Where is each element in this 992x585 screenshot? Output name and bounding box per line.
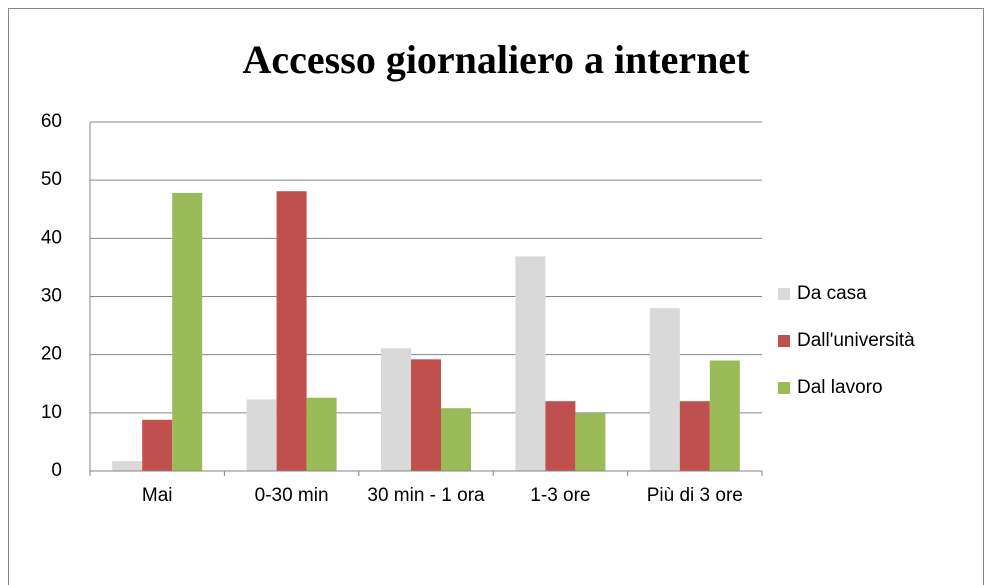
legend-swatch <box>778 335 790 347</box>
bar <box>381 348 411 471</box>
y-tick-label: 50 <box>41 169 62 190</box>
x-tick-label: 0-30 min <box>255 485 329 506</box>
bar <box>142 419 173 471</box>
chart-title: Accesso giornaliero a internet <box>243 37 751 82</box>
bar <box>172 192 203 472</box>
bar <box>276 191 307 472</box>
bar <box>411 359 441 471</box>
bar <box>679 401 710 471</box>
legend-label: Dall'università <box>797 330 915 351</box>
legend-label: Da casa <box>797 283 867 304</box>
bar <box>441 408 471 471</box>
x-tick-label: 1-3 ore <box>530 485 590 506</box>
y-tick-label: 10 <box>41 402 62 423</box>
y-tick-label: 20 <box>41 344 62 365</box>
y-tick-label: 60 <box>41 111 62 132</box>
x-tick-label: 30 min - 1 ora <box>367 485 485 506</box>
bar <box>246 399 277 471</box>
bar <box>515 256 546 471</box>
bar <box>306 397 337 471</box>
legend-label: Dal lavoro <box>797 377 883 398</box>
legend-swatch <box>778 288 790 300</box>
x-tick-label: Mai <box>142 485 173 506</box>
legend-swatch <box>778 382 790 394</box>
bar <box>709 360 740 471</box>
y-tick-label: 40 <box>41 227 62 248</box>
bar <box>649 308 680 471</box>
x-tick-label: Più di 3 ore <box>647 485 743 506</box>
bar <box>575 413 606 471</box>
bar <box>112 461 143 471</box>
y-tick-label: 0 <box>51 460 62 481</box>
bar <box>545 401 576 471</box>
y-tick-label: 30 <box>41 286 62 307</box>
